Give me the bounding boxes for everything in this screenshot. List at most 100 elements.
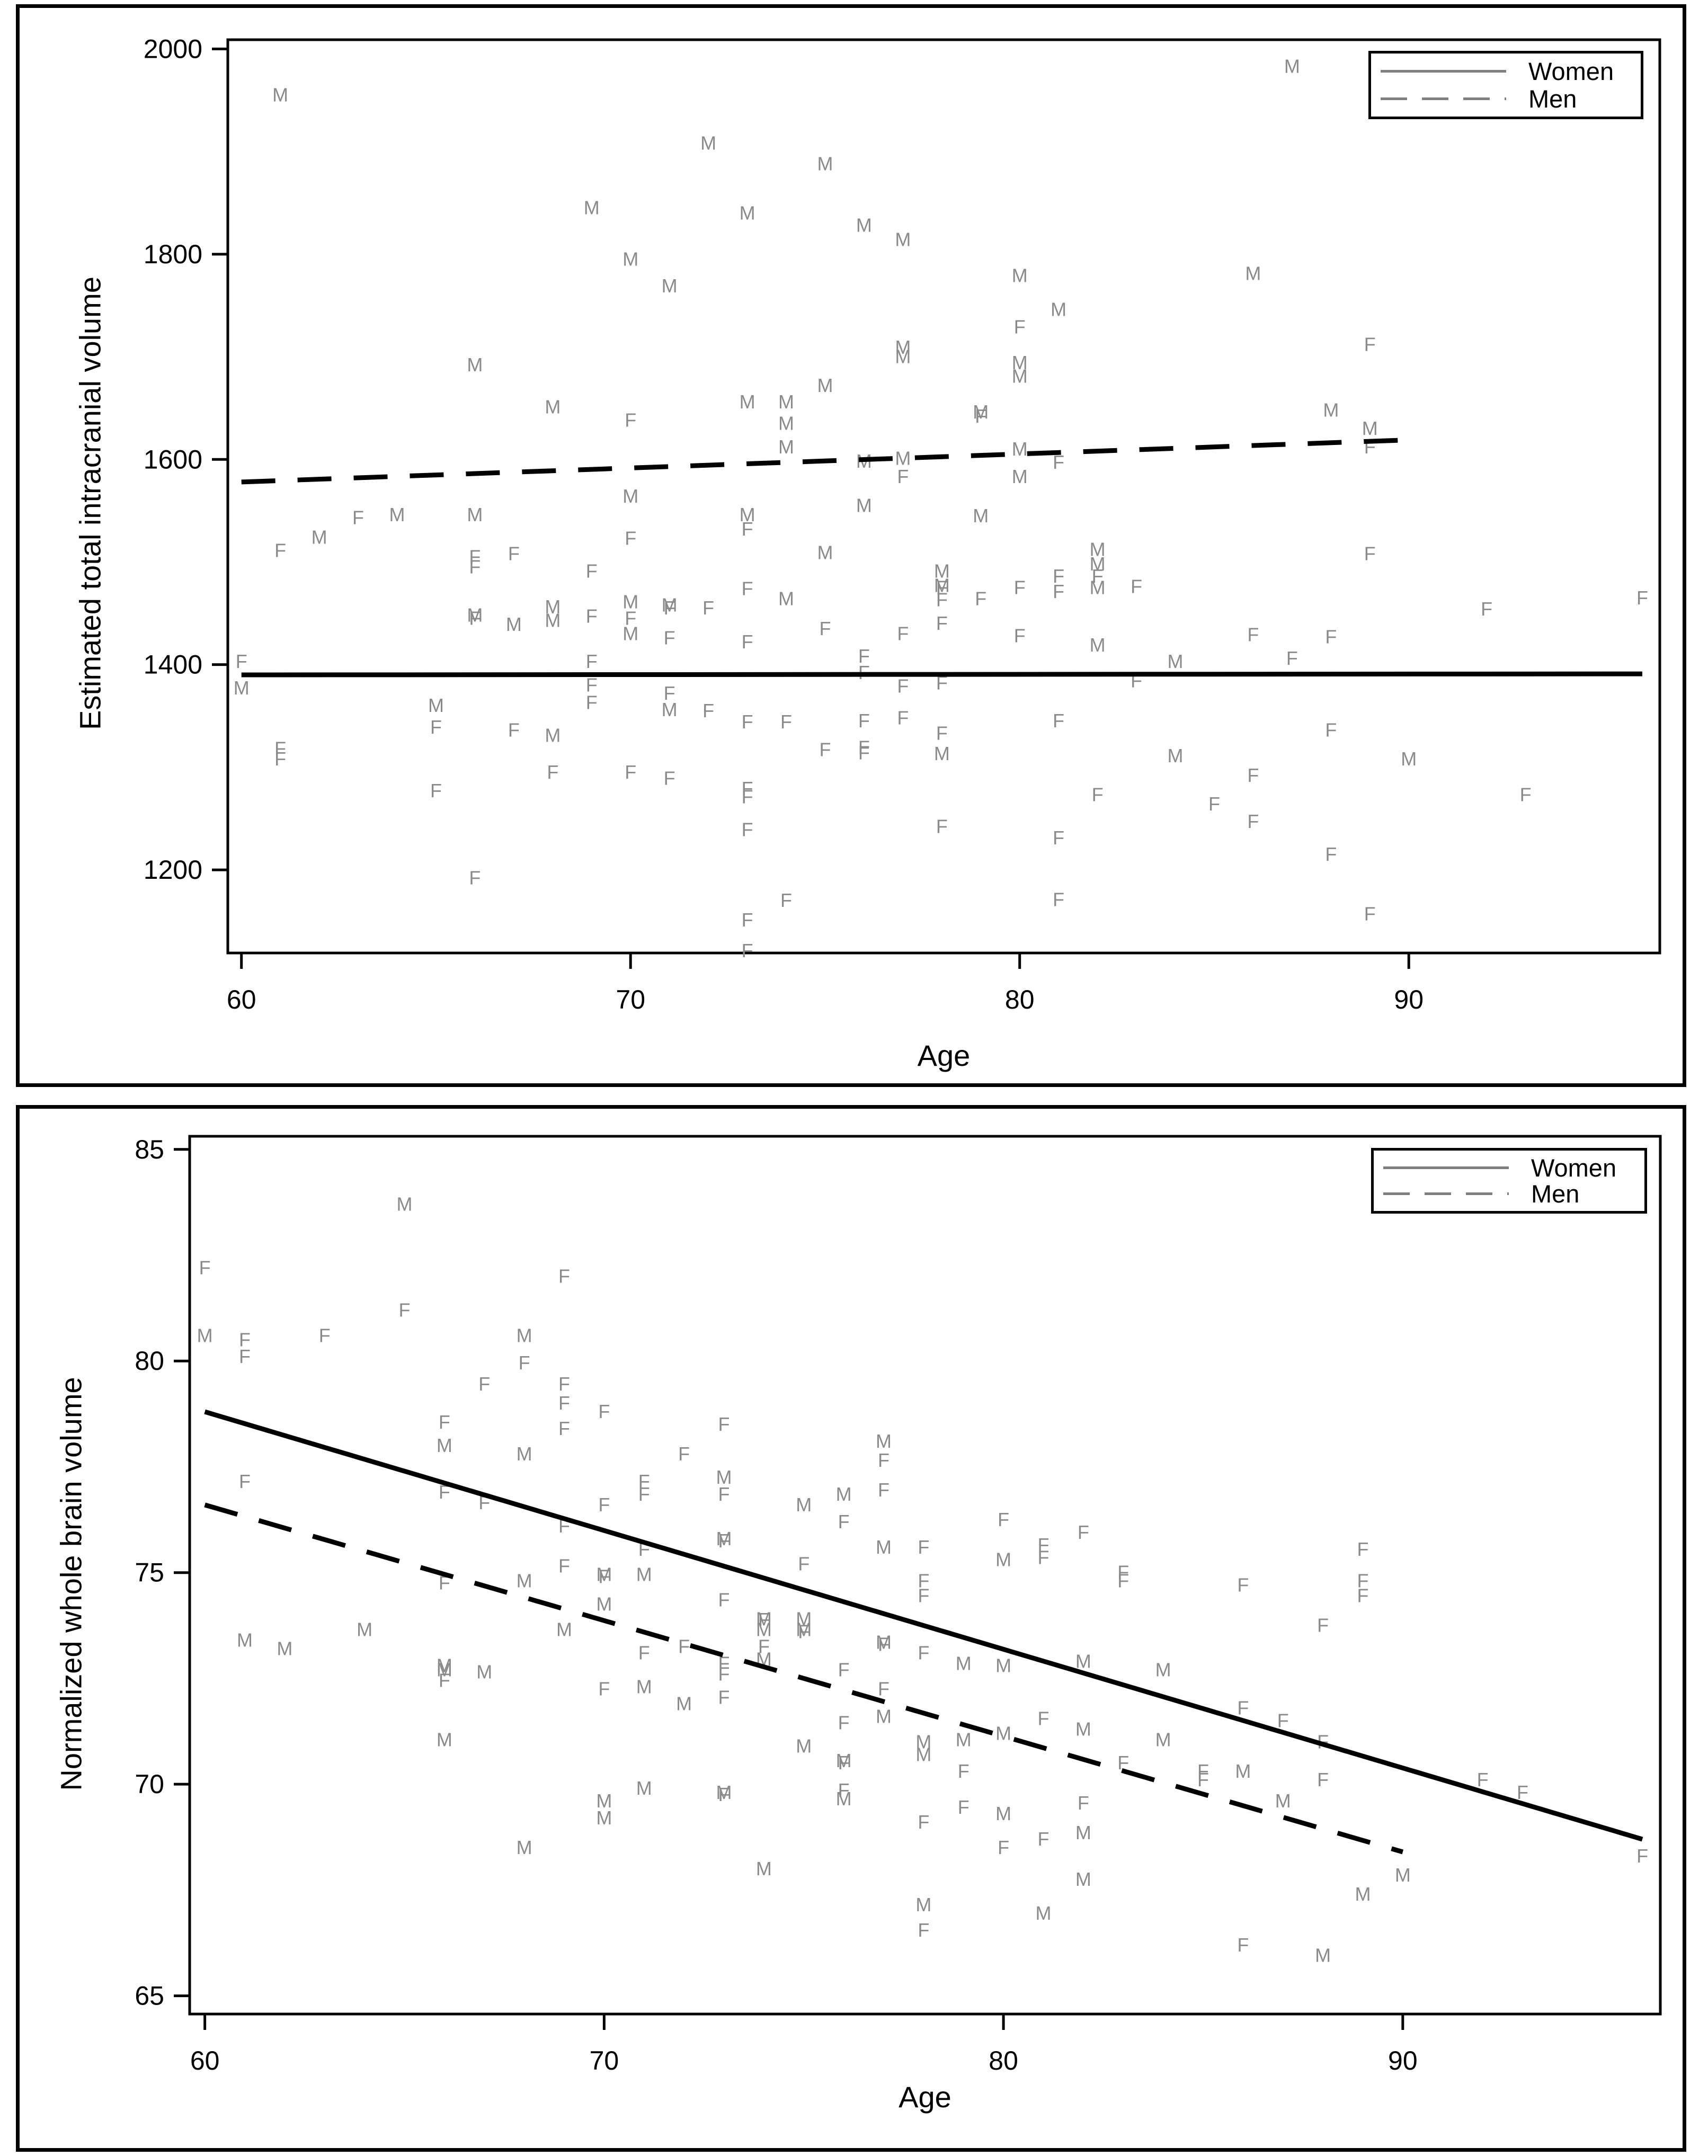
data-point: F <box>1053 827 1064 849</box>
data-point: F <box>918 1536 929 1558</box>
data-point: M <box>1090 553 1106 575</box>
data-point: M <box>817 375 833 396</box>
data-point: F <box>508 719 520 741</box>
legend-entry-women: Women <box>1383 1155 1635 1180</box>
data-point: M <box>1075 1650 1091 1672</box>
data-point: M <box>662 699 678 720</box>
data-point: M <box>756 1619 772 1641</box>
data-point: F <box>1117 1562 1129 1583</box>
legend-entry-women: Women <box>1381 59 1631 84</box>
legend-label-men: Men <box>1528 84 1577 113</box>
data-point: M <box>1168 651 1184 672</box>
data-point: M <box>622 623 638 645</box>
data-point: F <box>1053 888 1064 910</box>
data-point: M <box>1075 1822 1091 1843</box>
data-point: F <box>1247 764 1259 786</box>
data-point: M <box>437 1654 452 1676</box>
data-point: M <box>1362 417 1378 439</box>
data-point: F <box>625 409 636 431</box>
data-point: F <box>897 466 909 487</box>
data-point: F <box>478 1373 490 1395</box>
data-point: F <box>936 589 948 611</box>
data-point: M <box>856 215 872 236</box>
data-point: M <box>934 575 950 596</box>
data-point: F <box>625 527 636 549</box>
legend-label-women: Women <box>1531 1154 1617 1182</box>
data-point: M <box>934 560 950 582</box>
x-tick-label: 90 <box>1388 2046 1418 2075</box>
x-axis-title: Age <box>917 1039 971 1072</box>
data-point: F <box>758 1609 770 1631</box>
data-point: M <box>596 1790 612 1812</box>
data-point: F <box>918 1642 929 1664</box>
solid-line-icon <box>1381 70 1506 73</box>
data-point: F <box>1277 1709 1289 1731</box>
data-point: M <box>895 346 911 368</box>
data-point: F <box>1197 1760 1209 1782</box>
data-point: F <box>742 518 753 540</box>
data-point: F <box>664 768 675 789</box>
data-point: M <box>389 504 405 525</box>
data-point: F <box>352 507 364 529</box>
data-point: M <box>467 354 483 376</box>
data-point: M <box>876 1430 892 1452</box>
data-point: F <box>780 889 792 911</box>
data-point: F <box>1325 626 1337 647</box>
data-point: F <box>430 780 442 801</box>
data-point: F <box>439 1669 450 1691</box>
data-point: M <box>437 1435 452 1456</box>
data-point: F <box>678 1443 690 1465</box>
data-point: M <box>756 1858 772 1879</box>
data-point: M <box>545 724 561 746</box>
data-point: M <box>995 1722 1011 1744</box>
data-point: M <box>915 1743 931 1765</box>
panel-border <box>16 4 1686 1087</box>
data-point: F <box>1357 1538 1368 1560</box>
data-point: M <box>796 1619 812 1641</box>
data-point: M <box>272 84 288 106</box>
data-point: F <box>1325 843 1337 865</box>
plot-frame <box>226 38 1661 955</box>
data-point: F <box>918 1585 929 1607</box>
data-point: F <box>838 1511 850 1533</box>
data-point: M <box>234 677 250 699</box>
data-point: F <box>975 405 986 427</box>
data-point: F <box>1636 1845 1648 1867</box>
data-point: F <box>1053 581 1064 602</box>
x-tick-label: 90 <box>1394 985 1424 1014</box>
data-point: F <box>439 1481 450 1503</box>
data-point: F <box>239 1346 251 1367</box>
data-point: F <box>878 1449 889 1471</box>
data-point: M <box>836 1483 852 1505</box>
data-point: M <box>1315 1945 1331 1966</box>
y-tick-label: 1800 <box>144 239 202 269</box>
data-point: M <box>517 1324 532 1346</box>
data-point: F <box>858 645 870 667</box>
data-point: F <box>918 1811 929 1833</box>
data-point: M <box>596 1593 612 1615</box>
data-point: M <box>817 153 833 174</box>
data-point: F <box>1014 576 1026 598</box>
data-point: F <box>469 546 481 567</box>
data-point: F <box>1357 1585 1368 1607</box>
data-point: F <box>878 1634 889 1655</box>
data-point: F <box>819 618 831 639</box>
data-point: M <box>517 1570 532 1592</box>
data-point: F <box>742 577 753 599</box>
trend-line-men <box>204 1502 1404 1855</box>
data-point: F <box>702 597 714 619</box>
data-point: F <box>1237 1697 1249 1718</box>
data-point: F <box>664 682 675 704</box>
solid-line-icon <box>1383 1166 1509 1169</box>
data-point: M <box>545 596 561 618</box>
data-point: F <box>469 608 481 629</box>
data-point: M <box>517 1443 532 1465</box>
data-point: M <box>662 594 678 616</box>
data-point: F <box>598 1678 610 1699</box>
data-point: M <box>357 1619 372 1641</box>
data-point: F <box>1037 1828 1049 1850</box>
